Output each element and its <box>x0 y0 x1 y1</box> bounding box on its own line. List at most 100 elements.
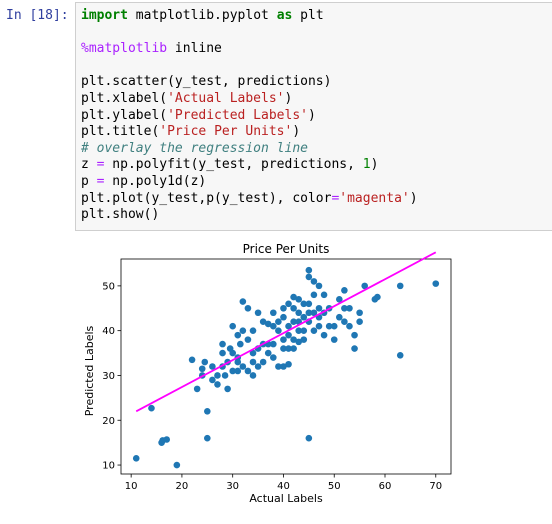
code-token: plt.show() <box>81 207 160 223</box>
code-line: # overlay the regression line <box>81 141 308 156</box>
scatter-point <box>305 300 313 308</box>
code-token: 'Actual Labels' <box>167 90 285 106</box>
scatter-point <box>234 358 242 366</box>
scatter-point <box>259 318 267 326</box>
code-line: plt.show() <box>81 207 159 222</box>
code-token: # overlay the regression line <box>81 140 308 156</box>
x-axis-label: Actual Labels <box>249 492 323 505</box>
code-line: p = np.poly1d(z) <box>81 174 206 189</box>
scatter-point <box>204 407 211 415</box>
code-cell-input[interactable]: import matplotlib.pyplot as plt %matplot… <box>75 2 552 231</box>
scatter-point <box>330 322 338 330</box>
scatter-point <box>325 322 333 330</box>
scatter-point <box>305 273 313 281</box>
scatter-point <box>201 358 209 366</box>
scatter-point <box>173 461 181 469</box>
y-tick-label: 20 <box>102 416 115 427</box>
scatter-point <box>234 331 242 339</box>
code-token: ) <box>292 124 301 140</box>
scatter-point <box>295 296 302 303</box>
code-token: matplotlib.pyplot <box>127 8 277 23</box>
scatter-point <box>432 280 440 287</box>
scatter-point <box>356 309 363 317</box>
scatter-point <box>188 356 196 364</box>
scatter-point <box>310 327 318 334</box>
scatter-point <box>320 291 328 299</box>
code-line: z = np.polyfit(y_test, predictions, 1) <box>81 157 378 172</box>
scatter-point <box>237 340 244 348</box>
scatter-point <box>275 318 282 326</box>
scatter-point <box>275 363 282 370</box>
scatter-point <box>244 304 252 312</box>
scatter-point <box>290 304 297 312</box>
x-tick-label: 60 <box>379 481 392 492</box>
scatter-point <box>221 372 229 379</box>
scatter-point <box>229 367 236 375</box>
scatter-point <box>341 318 348 326</box>
cell-prompt: In [18]: <box>6 8 69 23</box>
x-tick-label: 50 <box>328 481 341 492</box>
code-token: 1 <box>362 157 371 173</box>
scatter-point <box>254 363 262 370</box>
scatter-point <box>209 376 216 384</box>
scatter-point <box>264 349 272 357</box>
scatter-point <box>300 336 308 343</box>
scatter-point <box>320 331 328 339</box>
scatter-point <box>204 434 211 442</box>
scatter-point <box>305 266 313 274</box>
scatter-point <box>285 322 292 330</box>
code-token: np.poly1d(z) <box>104 173 207 189</box>
code-token: %matplotlib <box>81 41 168 57</box>
y-tick-label: 30 <box>102 371 115 382</box>
scatter-point <box>305 309 313 317</box>
scatter-point <box>244 336 252 343</box>
y-tick-label: 50 <box>102 281 115 292</box>
y-tick-label: 40 <box>102 326 115 337</box>
cell-output: Price Per Units 10 20 30 40 50 60 70 10 20 30 40 50… <box>78 234 478 513</box>
scatter-point <box>280 336 287 343</box>
code-token: 'Price Per Units' <box>159 124 293 140</box>
scatter-point <box>374 293 381 301</box>
code-token: ) <box>370 157 379 173</box>
x-tick-label: 40 <box>277 481 290 492</box>
scatter-point <box>249 327 257 334</box>
scatter-point <box>285 300 292 308</box>
scatter-point <box>249 358 257 366</box>
scatter-point <box>310 291 318 299</box>
scatter-point <box>234 367 242 375</box>
scatter-point <box>249 372 257 379</box>
scatter-point <box>239 363 247 370</box>
scatter-point <box>356 318 363 326</box>
scatter-point <box>341 304 348 312</box>
scatter-point <box>270 322 277 330</box>
scatter-point <box>285 360 292 368</box>
scatter-point <box>264 320 272 328</box>
regression-line <box>135 251 437 413</box>
scatter-point <box>198 365 206 373</box>
code-editor[interactable]: import matplotlib.pyplot as plt %matplot… <box>81 8 552 224</box>
code-line: %matplotlib inline <box>81 41 222 56</box>
scatter-point <box>280 345 287 352</box>
scatter-point <box>290 318 297 326</box>
code-token: 'Predicted Labels' <box>167 107 308 123</box>
scatter-chart: Price Per Units 10 20 30 40 50 60 70 10 20 30 40 50… <box>83 242 452 505</box>
scatter-point <box>280 313 287 321</box>
scatter-point <box>305 434 313 442</box>
scatter-point <box>285 345 292 352</box>
scatter-point <box>163 436 170 443</box>
x-tick-label: 70 <box>429 481 442 492</box>
scatter-point <box>396 282 404 290</box>
scatter-point <box>214 372 221 379</box>
scatter-point <box>254 309 262 317</box>
scatter-point <box>285 331 292 339</box>
scatter-point <box>341 287 348 294</box>
scatter-point <box>219 349 226 357</box>
scatter-point <box>280 363 287 370</box>
scatter-point <box>229 349 236 357</box>
scatter-point <box>300 300 308 308</box>
code-token: 'magenta' <box>339 190 410 206</box>
scatter-point <box>351 345 358 352</box>
code-token: inline <box>167 41 222 57</box>
scatter-point <box>270 309 277 317</box>
scatter-point <box>249 349 257 357</box>
